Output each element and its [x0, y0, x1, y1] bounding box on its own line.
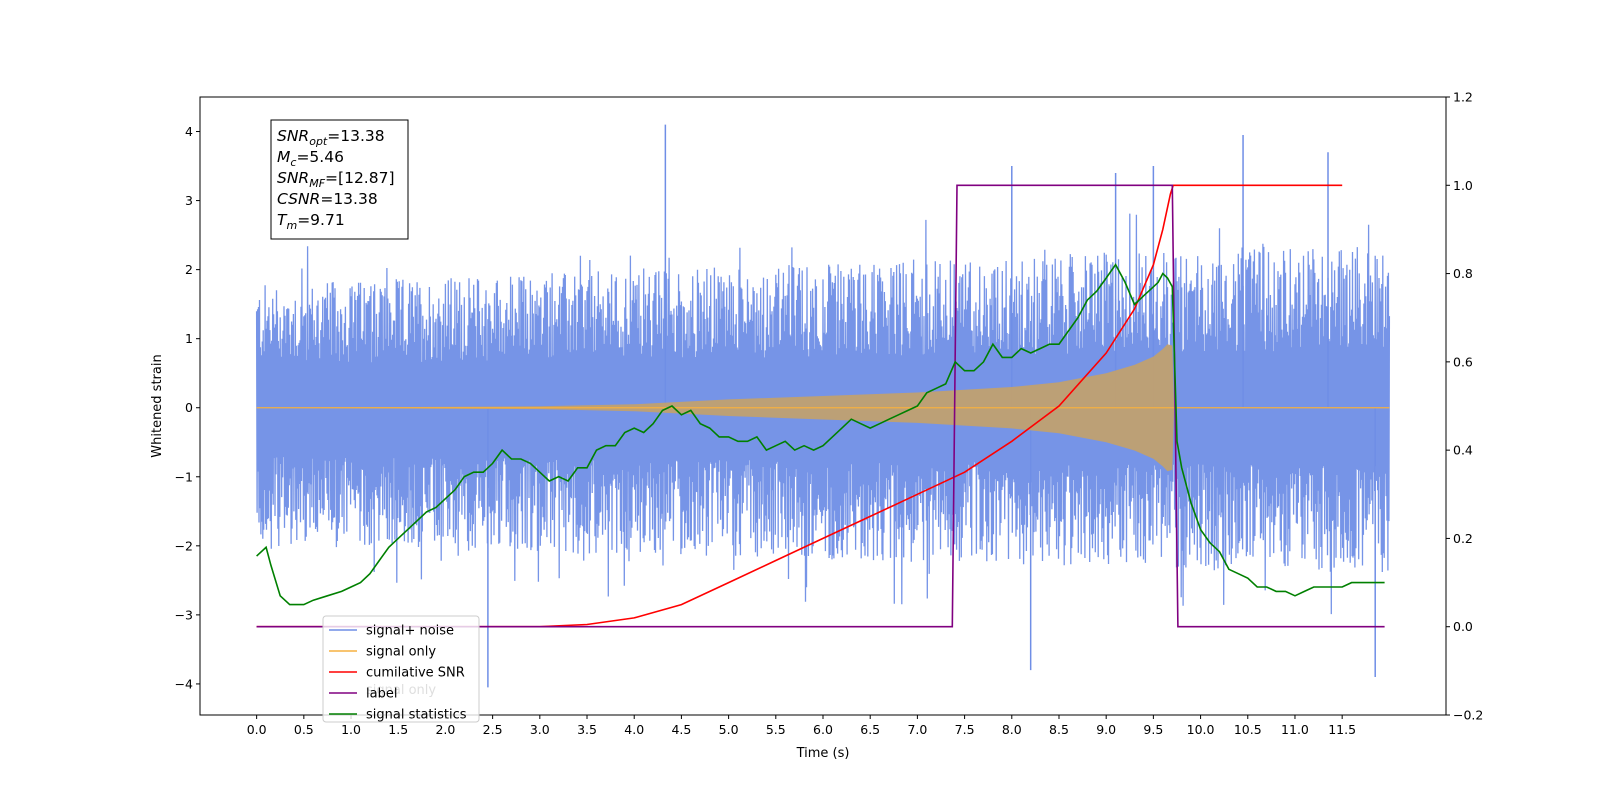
x-tick-label: 11.0: [1281, 722, 1309, 737]
y-left-tick-label: 0: [185, 400, 193, 415]
x-tick-label: 6.5: [860, 722, 880, 737]
x-tick-label: 3.0: [530, 722, 550, 737]
info-line: SNRopt=13.38: [277, 127, 385, 148]
y-right-tick-label: 1.2: [1453, 90, 1473, 105]
x-tick-label: 10.0: [1187, 722, 1215, 737]
y-left-tick-label: 2: [185, 262, 193, 277]
x-tick-label: 8.0: [1002, 722, 1022, 737]
x-tick-label: 8.5: [1049, 722, 1069, 737]
x-tick-label: 9.5: [1143, 722, 1163, 737]
info-box-frame: [270, 119, 409, 240]
legend-frame: [322, 615, 480, 723]
y-right-tick-label: 0.0: [1453, 619, 1473, 634]
info-box: SNRopt=13.38Mc=5.46SNRMF=[12.87]CSNR=13.…: [270, 119, 409, 240]
x-tick-label: 1.0: [341, 722, 361, 737]
y-left-tick-label: −3: [175, 607, 193, 622]
signal-only-series: [256, 344, 1390, 472]
info-line: Tm=9.71: [277, 211, 345, 232]
x-axis-label: Time (s): [796, 746, 850, 761]
y-right-tick-label: 1.0: [1453, 178, 1473, 193]
y-right-tick-label: 0.6: [1453, 354, 1473, 369]
legend-label: signal statistics: [366, 708, 467, 723]
x-tick-label: 7.5: [955, 722, 975, 737]
x-tick-label: 11.5: [1328, 722, 1356, 737]
legend: signal only signal+ noise signal only cumil…: [322, 615, 480, 723]
legend-label: cumilative SNR: [366, 666, 465, 681]
legend-label: signal+ noise: [366, 624, 454, 639]
series-line-signal-statistics: [256, 263, 1385, 606]
y-axis-label-left: Whitened strain: [150, 354, 165, 457]
y-left-tick-label: −1: [175, 469, 193, 484]
y-right-tick-label: 0.8: [1453, 266, 1473, 281]
series-line-label: [256, 184, 1385, 628]
series-line-cumilative-snr: [256, 184, 1343, 628]
x-tick-label: 10.5: [1234, 722, 1262, 737]
y-left-tick-label: 3: [185, 193, 193, 208]
x-tick-label: 9.0: [1096, 722, 1116, 737]
x-tick-label: 0.5: [294, 722, 314, 737]
x-tick-label: 6.0: [813, 722, 833, 737]
y-right-tick-label: 0.2: [1453, 531, 1473, 546]
y-right-tick-label: −0.2: [1453, 708, 1483, 723]
info-line: Mc=5.46: [277, 148, 344, 169]
legend-label: label: [366, 687, 397, 702]
info-line: SNRMF=[12.87]: [277, 169, 395, 190]
y-left-tick-label: −4: [175, 676, 193, 691]
x-tick-label: 1.5: [388, 722, 408, 737]
x-tick-label: 4.5: [671, 722, 691, 737]
y-left-tick-label: 4: [185, 124, 193, 139]
x-tick-label: 2.0: [435, 722, 455, 737]
legend-label: signal only: [366, 645, 436, 660]
right-axis-series: [256, 184, 1385, 628]
x-tick-label: 5.5: [766, 722, 786, 737]
x-tick-label: 0.0: [247, 722, 267, 737]
info-line: CSNR=13.38: [277, 190, 378, 208]
x-tick-label: 7.0: [907, 722, 927, 737]
x-tick-label: 4.0: [624, 722, 644, 737]
y-left-tick-label: −2: [175, 538, 193, 553]
y-right-tick-label: 0.4: [1453, 443, 1473, 458]
y-left-tick-label: 1: [185, 331, 193, 346]
x-tick-label: 3.5: [577, 722, 597, 737]
x-tick-label: 5.0: [719, 722, 739, 737]
legend-ghost-text: signal only: [366, 683, 436, 698]
noise-trace: [255, 213, 1391, 615]
x-tick-label: 2.5: [483, 722, 503, 737]
axes: 0.0 0.5 1.0 1.5 2.0 2.5 3.0 3.5 4.0 4.5 5.0 5.5 6.0 6…: [175, 90, 1484, 738]
